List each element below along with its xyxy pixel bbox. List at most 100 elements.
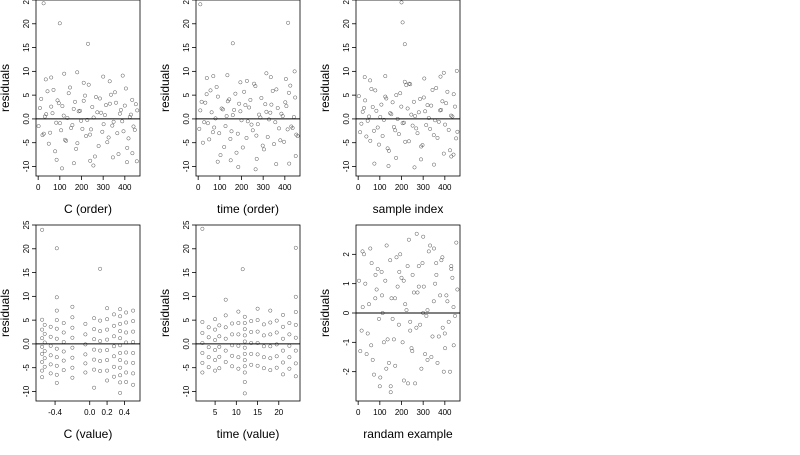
- data-point: [204, 76, 209, 80]
- data-point: [440, 255, 445, 260]
- data-point: [268, 75, 273, 80]
- data-point: [449, 264, 454, 269]
- y-axis-label: residuals: [158, 289, 172, 337]
- data-point: [287, 366, 292, 371]
- data-point: [368, 246, 373, 251]
- data-point: [386, 148, 391, 153]
- data-point: [208, 88, 213, 93]
- data-point: [224, 114, 229, 119]
- data-point: [121, 129, 126, 134]
- data-point: [373, 272, 378, 277]
- x-axis-label: C (order): [64, 202, 112, 216]
- data-point: [118, 307, 123, 312]
- data-point: [359, 328, 364, 333]
- y-tick-label: 0.0: [22, 113, 31, 125]
- data-point: [281, 372, 285, 377]
- data-point: [369, 261, 374, 266]
- data-point: [293, 335, 298, 340]
- x-tick-label: 0.2: [102, 408, 114, 417]
- y-tick-label: -1: [342, 338, 351, 346]
- data-point: [75, 70, 80, 75]
- data-point: [134, 159, 139, 164]
- data-point: [217, 366, 222, 371]
- data-point: [242, 364, 247, 369]
- data-point: [264, 71, 269, 76]
- data-point: [235, 131, 240, 136]
- data-point: [206, 355, 211, 360]
- data-point: [378, 375, 383, 380]
- data-point: [61, 349, 66, 354]
- data-point: [118, 380, 123, 385]
- data-point: [264, 109, 269, 114]
- data-point: [40, 360, 45, 364]
- data-point: [59, 128, 64, 133]
- data-point: [359, 121, 364, 126]
- data-point: [81, 98, 86, 103]
- data-point: [98, 339, 103, 344]
- data-point: [94, 95, 98, 99]
- data-point: [240, 267, 245, 272]
- data-point: [372, 372, 376, 377]
- data-point: [51, 87, 56, 92]
- data-point: [242, 345, 247, 350]
- data-point: [75, 141, 80, 146]
- data-point: [268, 344, 273, 349]
- data-point: [378, 115, 383, 119]
- data-point: [54, 372, 59, 377]
- data-point: [118, 321, 123, 326]
- data-point: [411, 99, 416, 104]
- data-point: [274, 330, 279, 335]
- data-point: [259, 96, 264, 100]
- data-point: [199, 99, 204, 104]
- data-point: [400, 340, 405, 345]
- y-tick-label: 15: [182, 268, 191, 277]
- y-tick-label: -10: [182, 160, 191, 172]
- data-point: [78, 108, 82, 113]
- data-point: [84, 134, 89, 138]
- data-point: [263, 102, 268, 107]
- data-point: [213, 338, 218, 343]
- data-point: [369, 343, 374, 348]
- data-point: [215, 159, 220, 164]
- data-point: [92, 385, 97, 390]
- data-point: [293, 374, 298, 379]
- y-axis-label: residuals: [318, 289, 332, 337]
- data-point: [370, 105, 375, 109]
- data-point: [406, 381, 410, 386]
- data-point: [404, 308, 409, 313]
- data-point: [385, 337, 390, 342]
- data-point: [429, 103, 434, 108]
- data-point: [438, 74, 443, 79]
- data-point: [261, 333, 266, 338]
- data-point: [41, 1, 46, 6]
- data-point: [114, 100, 118, 105]
- data-point: [449, 154, 454, 159]
- data-point: [131, 351, 136, 355]
- data-point: [98, 369, 103, 373]
- data-point: [255, 306, 260, 311]
- data-point: [255, 363, 260, 368]
- data-point: [374, 108, 379, 113]
- data-point: [71, 106, 76, 111]
- data-point: [242, 314, 247, 319]
- data-point: [61, 340, 66, 344]
- data-point: [292, 69, 297, 74]
- data-point: [261, 344, 266, 349]
- data-point: [124, 370, 129, 375]
- data-point: [265, 135, 270, 139]
- data-point: [248, 97, 253, 102]
- data-point: [112, 312, 116, 317]
- data-point: [398, 252, 403, 257]
- data-point: [200, 341, 205, 345]
- data-point: [393, 296, 397, 301]
- data-point: [101, 122, 106, 127]
- data-point: [285, 127, 290, 132]
- y-tick-label: 15: [22, 43, 31, 52]
- y-tick-label: -5: [342, 139, 351, 147]
- data-point: [249, 122, 254, 127]
- panel-2: 0 100 200 300 400 -10 -5 0.0 5 10 15 20 25 time (orde…: [158, 0, 301, 216]
- data-point: [123, 86, 128, 91]
- data-point: [375, 125, 380, 130]
- data-point: [132, 127, 137, 132]
